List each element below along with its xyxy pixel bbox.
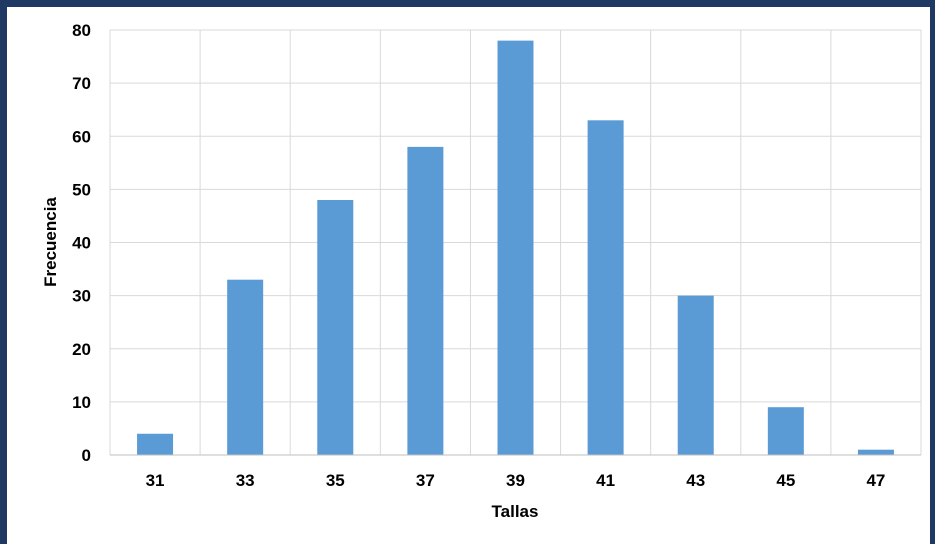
y-tick-label: 40 [72,234,91,253]
x-tick-label: 39 [506,471,525,490]
y-tick-labels: 0 10 20 30 40 50 60 70 80 [72,21,91,465]
bar-37 [407,146,444,455]
x-tick-label: 45 [776,471,795,490]
bar-33 [227,279,264,455]
y-tick-label: 70 [72,74,91,93]
bar-47 [857,449,894,455]
y-tick-label: 80 [72,21,91,40]
x-tick-label: 41 [596,471,615,490]
bars [137,40,894,455]
x-tick-label: 31 [146,471,165,490]
y-tick-label: 20 [72,340,91,359]
x-tick-label: 47 [866,471,885,490]
x-axis-label: Tallas [492,502,539,521]
bar-45 [767,407,804,455]
bar-41 [587,120,624,455]
x-tick-label: 37 [416,471,435,490]
x-tick-label: 35 [326,471,345,490]
y-tick-label: 60 [72,127,91,146]
y-tick-label: 30 [72,287,91,306]
x-tick-label: 43 [686,471,705,490]
x-tick-label: 33 [236,471,255,490]
bar-39 [497,40,534,455]
bar-35 [317,200,354,455]
y-axis-label: Frecuencia [41,197,60,287]
bar-43 [677,295,714,455]
x-tick-labels: 31 33 35 37 39 41 43 45 47 [146,471,886,490]
y-tick-label: 10 [72,393,91,412]
y-tick-label: 50 [72,180,91,199]
bar-31 [137,433,174,455]
y-tick-label: 0 [82,446,91,465]
